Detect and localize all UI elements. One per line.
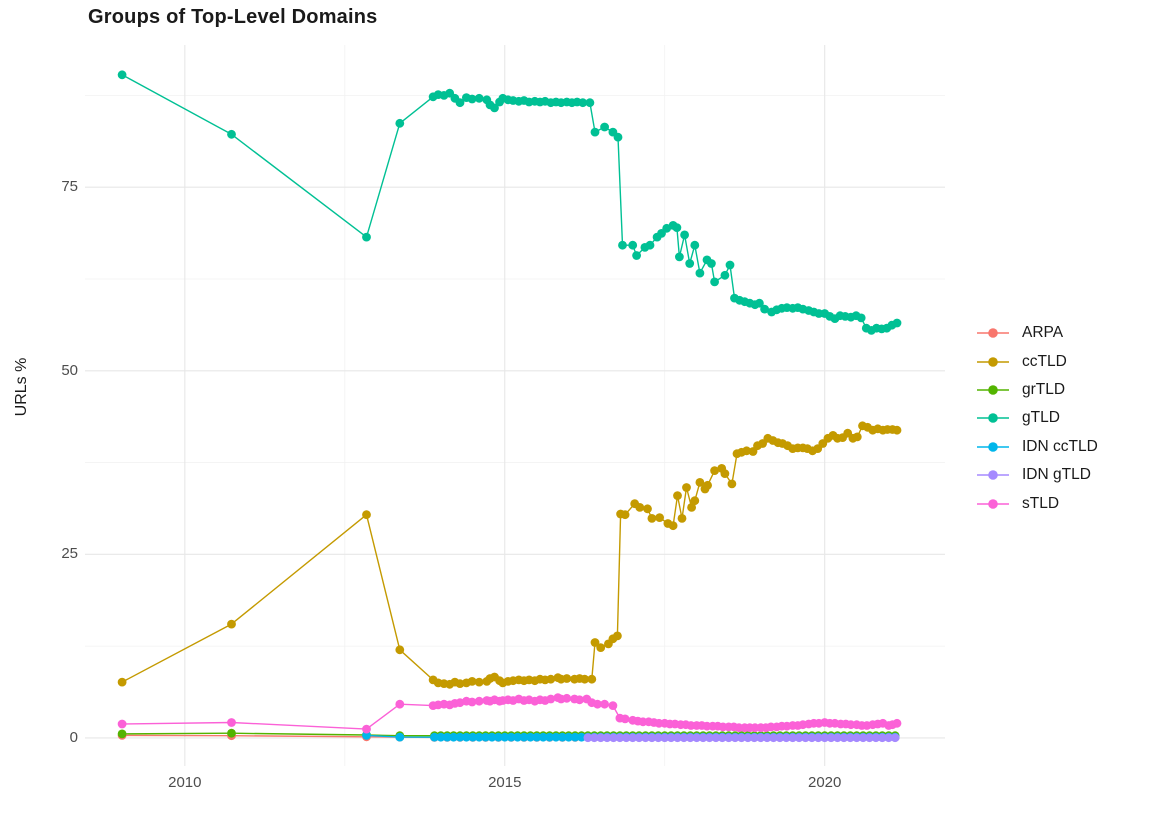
legend-key-grtld-icon <box>977 385 1009 395</box>
legend-label: IDN gTLD <box>1022 466 1091 484</box>
legend-label: IDN ccTLD <box>1022 437 1098 455</box>
series-points-cctld <box>117 421 902 689</box>
y-axis-title: URLs % <box>13 357 30 417</box>
y-tick-label-25: 25 <box>61 545 78 563</box>
series-points-idn-gtld <box>583 733 900 743</box>
y-tick-label-0: 0 <box>69 728 78 746</box>
legend-key-stld-icon <box>977 498 1009 509</box>
legend-key-idn-gtld-icon <box>977 470 1009 480</box>
gridlines-minor <box>85 45 945 766</box>
x-tick-label-2015: 2015 <box>488 774 522 791</box>
legend-label: sTLD <box>1022 494 1060 512</box>
chart-title: Groups of Top-Level Domains <box>88 6 378 28</box>
y-tick-label-75: 75 <box>61 178 78 196</box>
legend-item-stld: sTLD <box>975 489 1098 517</box>
legend-item-cctld: ccTLD <box>975 347 1098 375</box>
series-points-gtld <box>117 70 902 335</box>
gridlines-major <box>85 45 945 766</box>
legend-item-grtld: grTLD <box>975 376 1098 404</box>
series-line-cctld <box>121 425 898 685</box>
legend-label: ARPA <box>1022 324 1064 342</box>
legend-label: ccTLD <box>1022 352 1067 370</box>
x-tick-label-2010: 2010 <box>168 774 202 791</box>
legend-key-cctld-icon <box>977 356 1009 367</box>
legend-label: gTLD <box>1022 409 1060 427</box>
legend-key-arpa-icon <box>977 328 1009 338</box>
legend-item-idn-gtld: IDN gTLD <box>975 461 1098 489</box>
x-tick-label-2020: 2020 <box>808 774 842 791</box>
legend-item-idn-cctld: IDN ccTLD <box>975 433 1098 461</box>
legend-key-gtld-icon <box>977 413 1009 424</box>
y-tick-label-50: 50 <box>61 361 78 379</box>
legend: ARPA ccTLD grTLD gTLD IDN ccTLD IDN gTLD sTLD <box>975 319 1098 518</box>
legend-item-gtld: gTLD <box>975 404 1098 432</box>
legend-item-arpa: ARPA <box>975 319 1098 347</box>
series-points-stld <box>117 693 902 734</box>
series-line-gtld <box>121 74 898 332</box>
legend-label: grTLD <box>1022 380 1066 398</box>
legend-key-idn-cctld-icon <box>977 441 1009 452</box>
